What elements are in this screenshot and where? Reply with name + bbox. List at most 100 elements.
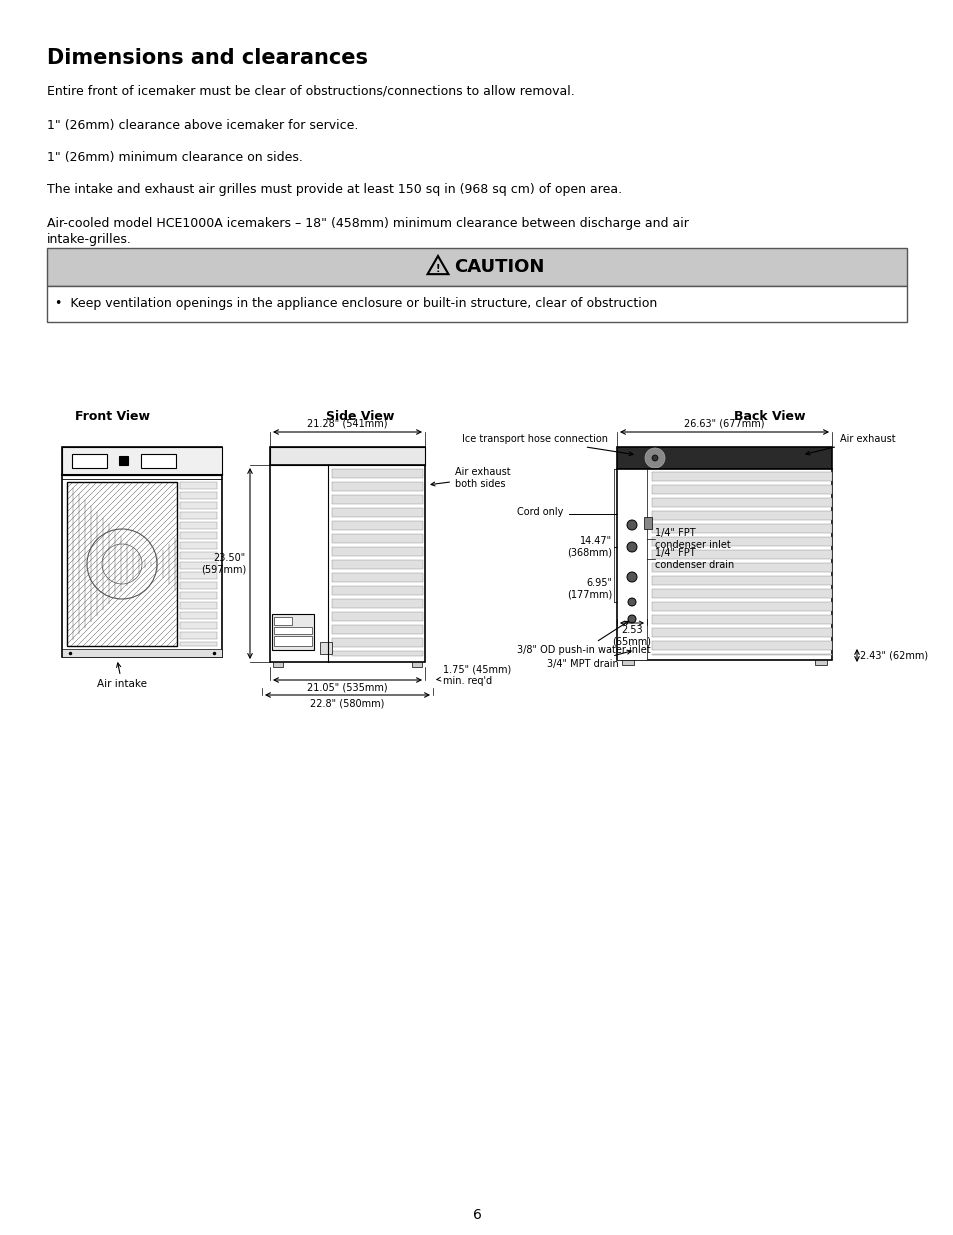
Bar [273,662,283,667]
Text: Entire front of icemaker must be clear of obstructions/connections to allow remo: Entire front of icemaker must be clear o… [47,85,574,98]
Bar [180,501,216,509]
Text: Front View: Front View [75,410,151,424]
Bar [332,508,422,517]
Circle shape [651,454,658,461]
Text: Air intake: Air intake [97,663,147,689]
Text: 3/4" MPT drain: 3/4" MPT drain [546,650,631,669]
Bar [651,550,831,559]
Circle shape [626,520,637,530]
Text: Ice transport hose connection: Ice transport hose connection [461,433,633,456]
Bar [332,534,422,543]
Text: Air exhaust
both sides: Air exhaust both sides [431,467,510,489]
Bar [621,659,634,664]
Bar [332,495,422,504]
Bar [651,472,831,480]
Bar [651,563,831,572]
Bar [274,618,292,625]
Bar [180,482,216,489]
Bar [270,447,424,662]
Text: 22.8" (580mm): 22.8" (580mm) [310,698,384,708]
Bar [62,650,222,657]
Bar [651,511,831,520]
Text: 2.43" (62mm): 2.43" (62mm) [859,650,927,659]
Bar [319,642,332,655]
Circle shape [644,448,664,468]
Bar [651,601,831,611]
Text: 3/8" OD push-in water inlet: 3/8" OD push-in water inlet [517,621,650,655]
Bar [651,524,831,534]
Bar [643,517,651,529]
Bar [180,642,216,646]
Bar [272,614,314,650]
Text: 1/4" FPT
condenser inlet: 1/4" FPT condenser inlet [655,529,730,550]
Text: Cord only: Cord only [517,508,563,517]
Text: 1/4" FPT
condenser drain: 1/4" FPT condenser drain [655,548,734,569]
Bar [180,532,216,538]
Bar [617,469,831,659]
Bar [332,482,422,492]
Bar [274,627,312,634]
Bar [332,547,422,556]
Bar [270,447,424,466]
Text: 1.75" (45mm)
min. req'd: 1.75" (45mm) min. req'd [436,664,511,685]
Circle shape [627,598,636,606]
Bar [47,287,906,322]
Bar [180,542,216,550]
Text: 6.95"
(177mm): 6.95" (177mm) [566,578,612,600]
Text: Air exhaust: Air exhaust [805,433,895,454]
Bar [180,632,216,638]
Bar [332,521,422,530]
Bar [180,492,216,499]
Bar [651,615,831,624]
Text: 1" (26mm) clearance above icemaker for service.: 1" (26mm) clearance above icemaker for s… [47,119,358,132]
Bar [332,573,422,582]
Bar [412,662,421,667]
Bar [332,559,422,569]
Text: !: ! [436,263,439,274]
Bar [651,641,831,650]
Bar [332,613,422,621]
Text: 21.28" (541mm): 21.28" (541mm) [307,417,387,429]
Bar [180,562,216,569]
Text: 26.63" (677mm): 26.63" (677mm) [683,417,764,429]
Bar [62,447,222,657]
Text: 2.53
(65mm): 2.53 (65mm) [612,625,651,647]
Bar [332,469,422,478]
Text: 6: 6 [472,1208,481,1221]
Text: Dimensions and clearances: Dimensions and clearances [47,48,368,68]
Bar [617,447,831,469]
Bar [814,659,826,664]
Bar [180,522,216,529]
Bar [119,456,128,466]
Circle shape [626,542,637,552]
Text: The intake and exhaust air grilles must provide at least 150 sq in (968 sq cm) o: The intake and exhaust air grilles must … [47,183,621,196]
Text: 21.05" (535mm): 21.05" (535mm) [307,683,388,693]
Bar [332,625,422,634]
Bar [180,601,216,609]
Bar [651,485,831,494]
Bar [180,592,216,599]
Bar [651,498,831,508]
Bar [47,248,906,287]
Bar [617,469,646,659]
Bar [332,599,422,608]
Text: 14.47"
(368mm): 14.47" (368mm) [566,536,612,558]
Bar [274,636,312,646]
Text: 1" (26mm) minimum clearance on sides.: 1" (26mm) minimum clearance on sides. [47,151,302,164]
Bar [651,589,831,598]
Bar [180,513,216,519]
Bar [71,454,107,468]
Bar [332,585,422,595]
Text: 23.50"
(597mm): 23.50" (597mm) [200,553,246,574]
Bar [180,622,216,629]
Text: Side View: Side View [326,410,394,424]
Bar [651,576,831,585]
Bar [651,537,831,546]
Circle shape [626,572,637,582]
Bar [651,629,831,637]
Text: CAUTION: CAUTION [454,258,544,275]
Text: Back View: Back View [734,410,805,424]
Text: •  Keep ventilation openings in the appliance enclosure or built-in structure, c: • Keep ventilation openings in the appli… [55,298,657,310]
Bar [141,454,175,468]
Bar [332,638,422,647]
